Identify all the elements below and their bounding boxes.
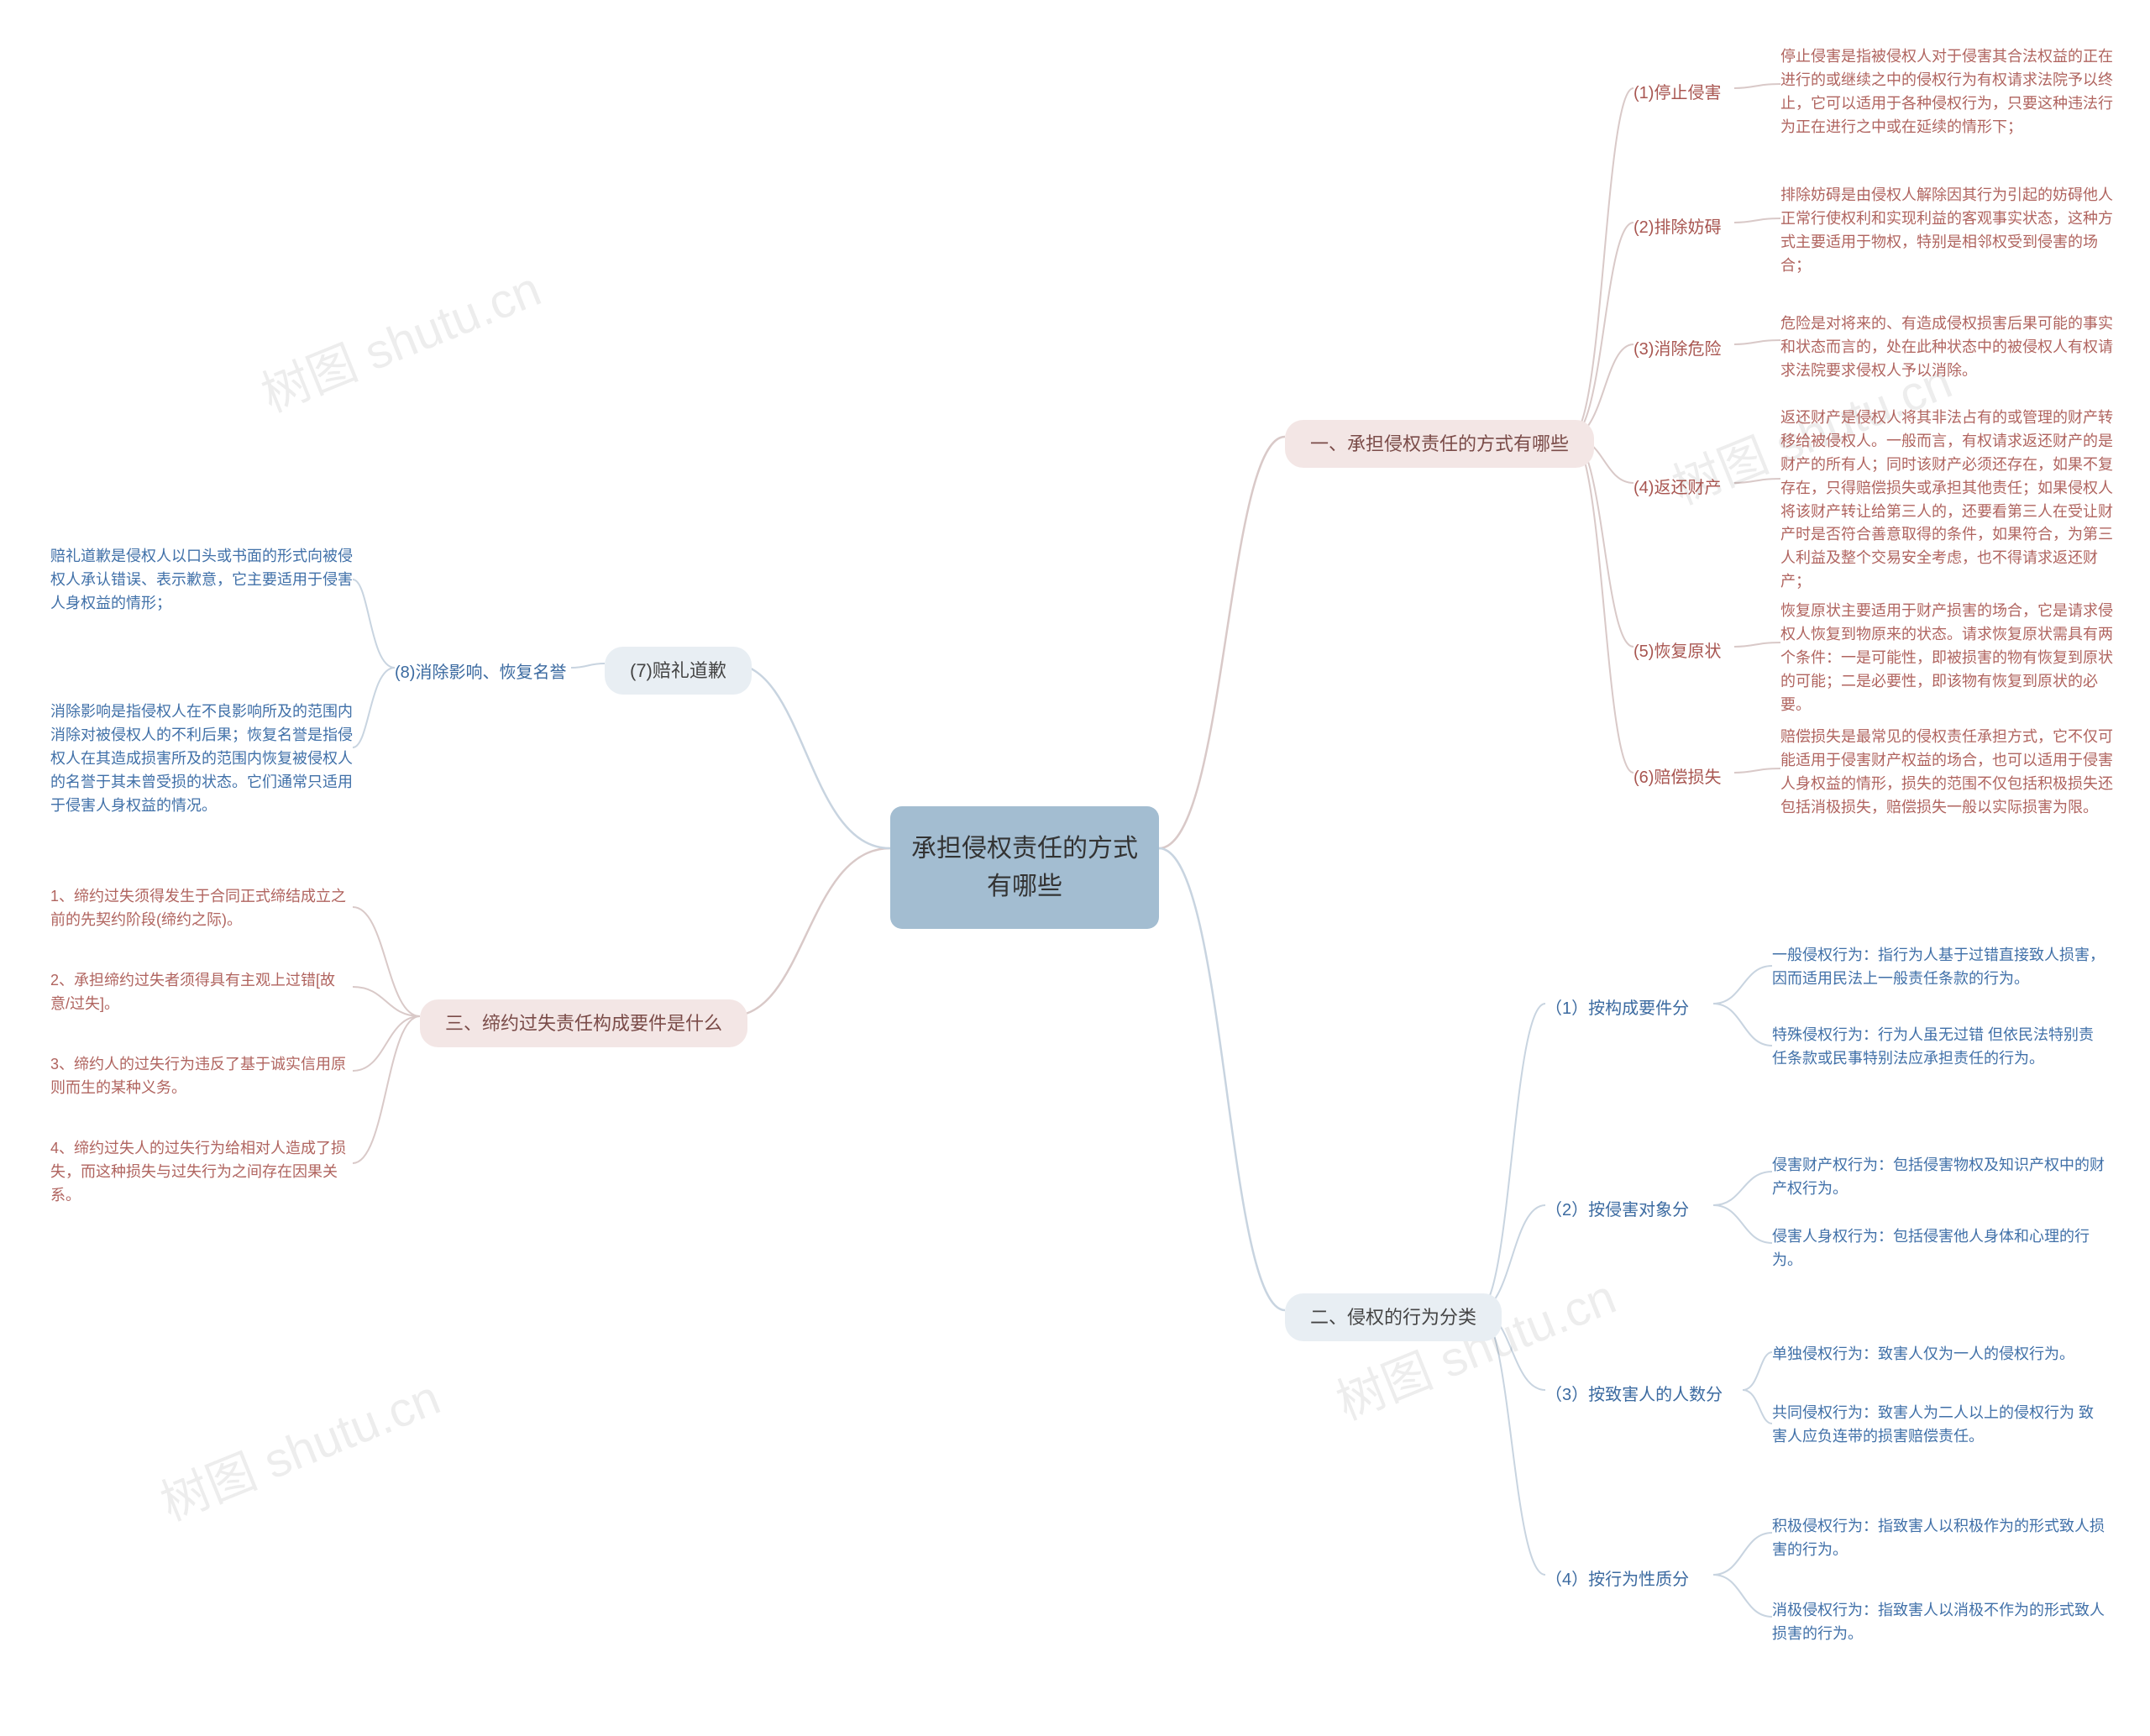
b3-leaf-4: 4、缔约过失人的过失行为给相对人造成了损失，而这种损失与过失行为之间存在因果关系… [50, 1134, 353, 1211]
branch-2[interactable]: 二、侵权的行为分类 [1285, 1293, 1502, 1341]
branch-4-sub[interactable]: (8)消除影响、恢复名誉 [395, 655, 566, 690]
branch-3[interactable]: 三、缔约过失责任构成要件是什么 [420, 999, 747, 1047]
b1-item-4-desc: 返还财产是侵权人将其非法占有的或管理的财产转移给被侵权人。一般而言，有权请求返还… [1780, 403, 2116, 597]
b1-item-5-desc: 恢复原状主要适用于财产损害的场合，它是请求侵权人恢复到物原来的状态。请求恢复原状… [1780, 596, 2116, 720]
b2-item-2-leaf-1: 侵害财产权行为：包括侵害物权及知识产权中的财产权行为。 [1772, 1151, 2108, 1204]
b3-leaf-2: 2、承担缔约过失者须得具有主观上过错[故意/过失]。 [50, 966, 353, 1020]
b1-item-4[interactable]: (4)返还财产 [1633, 470, 1721, 506]
b2-item-3-leaf-1: 单独侵权行为：致害人仅为一人的侵权行为。 [1772, 1340, 2074, 1370]
watermark: 树图 shutu.cn [249, 249, 549, 426]
b1-item-6-desc: 赔偿损失是最常见的侵权责任承担方式，它不仅可能适用于侵害财产权益的场合，也可以适… [1780, 722, 2116, 823]
b2-item-2[interactable]: （2）按侵害对象分 [1545, 1193, 1689, 1228]
b3-leaf-3: 3、缔约人的过失行为违反了基于诚实信用原则而生的某种义务。 [50, 1050, 353, 1104]
b2-item-2-leaf-2: 侵害人身权行为：包括侵害他人身体和心理的行为。 [1772, 1222, 2108, 1276]
b2-item-4[interactable]: （4）按行为性质分 [1545, 1562, 1689, 1597]
b2-item-1-leaf-2: 特殊侵权行为：行为人虽无过错 但依民法特别责任条款或民事特别法应承担责任的行为。 [1772, 1020, 2108, 1074]
b2-item-3-leaf-2: 共同侵权行为：致害人为二人以上的侵权行为 致害人应负连带的损害赔偿责任。 [1772, 1398, 2108, 1452]
b1-item-6[interactable]: (6)赔偿损失 [1633, 760, 1721, 795]
b1-item-1-desc: 停止侵害是指被侵权人对于侵害其合法权益的正在进行的或继续之中的侵权行为有权请求法… [1780, 42, 2116, 143]
b3-leaf-1: 1、缔约过失须得发生于合同正式缔结成立之前的先契约阶段(缔约之际)。 [50, 882, 353, 936]
b2-item-3[interactable]: （3）按致害人的人数分 [1545, 1377, 1723, 1413]
b4-leaf-2: 消除影响是指侵权人在不良影响所及的范围内消除对被侵权人的不利后果；恢复名誉是指侵… [50, 697, 353, 821]
b4-leaf-1: 赔礼道歉是侵权人以口头或书面的形式向被侵权人承认错误、表示歉意，它主要适用于侵害… [50, 542, 353, 619]
b2-item-1-leaf-1: 一般侵权行为：指行为人基于过错直接致人损害，因而适用民法上一般责任条款的行为。 [1772, 941, 2108, 994]
b1-item-3[interactable]: (3)消除危险 [1633, 332, 1721, 367]
branch-4[interactable]: (7)赔礼道歉 [605, 647, 752, 695]
b1-item-2[interactable]: (2)排除妨碍 [1633, 210, 1721, 245]
b2-item-4-leaf-2: 消极侵权行为：指致害人以消极不作为的形式致人损害的行为。 [1772, 1596, 2108, 1649]
watermark: 树图 shutu.cn [149, 1358, 448, 1534]
b1-item-1[interactable]: (1)停止侵害 [1633, 76, 1721, 111]
b1-item-2-desc: 排除妨碍是由侵权人解除因其行为引起的妨碍他人正常行使权利和实现利益的客观事实状态… [1780, 181, 2116, 281]
branch-1[interactable]: 一、承担侵权责任的方式有哪些 [1285, 420, 1594, 468]
b1-item-3-desc: 危险是对将来的、有造成侵权损害后果可能的事实和状态而言的，处在此种状态中的被侵权… [1780, 309, 2116, 386]
root-node[interactable]: 承担侵权责任的方式有哪些 [890, 806, 1159, 929]
b2-item-1[interactable]: （1）按构成要件分 [1545, 991, 1689, 1026]
b1-item-5[interactable]: (5)恢复原状 [1633, 634, 1721, 669]
b2-item-4-leaf-1: 积极侵权行为：指致害人以积极作为的形式致人损害的行为。 [1772, 1512, 2108, 1566]
